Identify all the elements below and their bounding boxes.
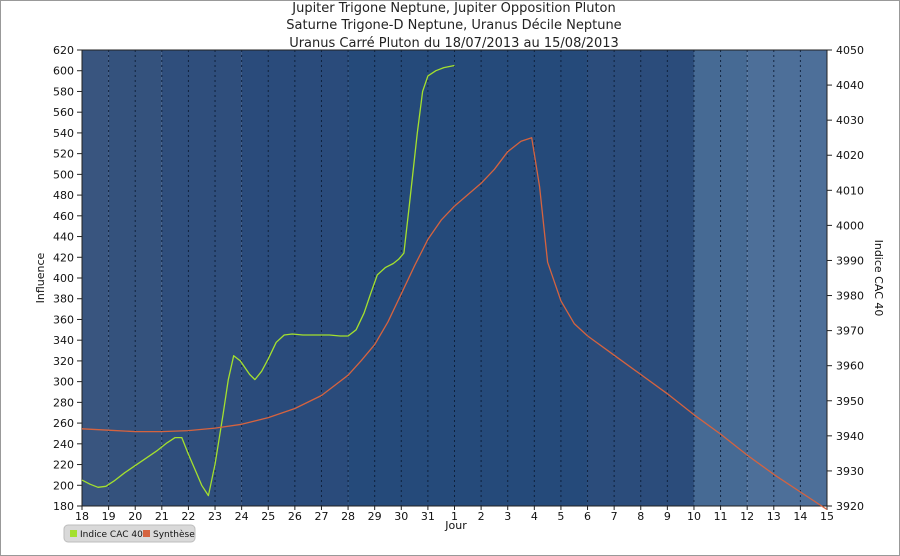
vertical-grid	[108, 50, 801, 506]
right-tick-label: 4010	[836, 184, 864, 197]
series-lines	[81, 64, 828, 511]
background-band-1	[108, 50, 162, 506]
x-tick-label: 22	[181, 510, 195, 523]
right-tick-label: 3930	[836, 465, 864, 478]
x-tick-label: 3	[504, 510, 511, 523]
left-tick-label: 520	[53, 148, 74, 161]
x-tick-label: 30	[394, 510, 408, 523]
x-tick-label: 1	[451, 510, 458, 523]
left-tick-label: 380	[53, 293, 74, 306]
left-tick-label: 440	[53, 231, 74, 244]
right-tick-label: 3970	[836, 325, 864, 338]
x-tick-label: 8	[637, 510, 644, 523]
left-tick-label: 360	[53, 313, 74, 326]
background-band-3	[241, 50, 349, 506]
left-tick-label: 340	[53, 334, 74, 347]
left-tick-label: 280	[53, 396, 74, 409]
x-tick-label: 13	[767, 510, 781, 523]
right-tick-label: 3990	[836, 254, 864, 267]
right-tick-label: 4020	[836, 149, 864, 162]
left-tick-label: 320	[53, 355, 74, 368]
x-tick-label: 9	[664, 510, 671, 523]
x-tick-label: 26	[288, 510, 302, 523]
x-tick-label: 7	[611, 510, 618, 523]
legend-label-synthese: Synthèse	[153, 529, 195, 540]
x-tick-label: 31	[421, 510, 435, 523]
left-axis-title: Influence	[34, 252, 47, 303]
left-tick-label: 260	[53, 417, 74, 430]
x-tick-label: 23	[208, 510, 222, 523]
right-tick-label: 4040	[836, 79, 864, 92]
left-tick-label: 180	[53, 500, 74, 513]
x-tick-label: 5	[557, 510, 564, 523]
background-bands	[82, 50, 827, 506]
x-tick-label: 15	[820, 510, 834, 523]
left-tick-label: 600	[53, 65, 74, 78]
background-band-0	[82, 50, 109, 506]
x-axis-title: Jour	[444, 519, 467, 532]
left-tick-label: 620	[53, 44, 74, 57]
background-band-4	[348, 50, 588, 506]
left-tick-label: 200	[53, 479, 74, 492]
x-tick-label: 10	[687, 510, 701, 523]
right-tick-label: 3950	[836, 395, 864, 408]
left-tick-label: 420	[53, 251, 74, 264]
series-line-synthese	[81, 137, 828, 511]
left-tick-label: 480	[53, 189, 74, 202]
legend-swatch-indice-cac-40	[70, 530, 77, 537]
left-tick-label: 580	[53, 85, 74, 98]
right-tick-label: 3980	[836, 290, 864, 303]
x-tick-label: 25	[261, 510, 275, 523]
right-tick-label: 4050	[836, 44, 864, 57]
background-band-5	[587, 50, 694, 506]
x-tick-label: 20	[128, 510, 142, 523]
x-tick-label: 24	[235, 510, 249, 523]
left-tick-label: 220	[53, 459, 74, 472]
x-tick-label: 18	[75, 510, 89, 523]
x-tick-label: 28	[341, 510, 355, 523]
left-tick-label: 460	[53, 210, 74, 223]
x-tick-label: 27	[314, 510, 328, 523]
background-band-2	[161, 50, 242, 506]
x-tick-label: 29	[368, 510, 382, 523]
chart-title-line-2: Saturne Trigone-D Neptune, Uranus Décile…	[286, 18, 621, 33]
right-tick-label: 3960	[836, 360, 864, 373]
x-axis: 18 19 20 21 22 23 24 25 26 27 28 29 30 31 1 2 3 4 5 6 7 8 9 10 1…	[75, 505, 834, 523]
x-tick-label: 6	[584, 510, 591, 523]
legend-box	[63, 524, 196, 543]
right-tick-label: 4000	[836, 219, 864, 232]
x-tick-label: 4	[531, 510, 538, 523]
left-tick-label: 560	[53, 106, 74, 119]
chart-title-line-3: Uranus Carré Pluton du 18/07/2013 au 15/…	[289, 36, 619, 51]
right-tick-label: 3920	[836, 500, 864, 513]
right-axis-title: Indice CAC 40	[872, 240, 885, 317]
x-tick-label: 2	[478, 510, 485, 523]
left-axis: 180 200 220 240 260 280 300 320 340 360 380 400 420 4…	[53, 44, 83, 513]
legend-swatch-synthese	[143, 530, 150, 537]
background-band-6	[693, 50, 748, 506]
x-tick-label: 14	[793, 510, 807, 523]
x-tick-label: 19	[102, 510, 116, 523]
left-tick-label: 300	[53, 376, 74, 389]
right-axis: 3920 3930 3940 3950 3960 3970 3980 3990 4000 4010…	[826, 44, 864, 513]
chart-title-line-1: Jupiter Trigone Neptune, Jupiter Opposit…	[291, 1, 615, 16]
left-tick-label: 400	[53, 272, 74, 285]
right-tick-label: 3940	[836, 430, 864, 443]
left-tick-label: 540	[53, 127, 74, 140]
legend-label-indice-cac-40: Indice CAC 40	[80, 530, 143, 540]
x-tick-label: 21	[155, 510, 169, 523]
x-tick-label: 12	[740, 510, 754, 523]
right-tick-label: 4030	[836, 114, 864, 127]
left-tick-label: 240	[53, 438, 74, 451]
left-tick-label: 500	[53, 168, 74, 181]
x-tick-label: 11	[714, 510, 728, 523]
legend: Indice CAC 40 Synthèse	[63, 524, 196, 543]
series-line-indice-cac-40	[81, 64, 455, 497]
background-band-7	[747, 50, 827, 506]
